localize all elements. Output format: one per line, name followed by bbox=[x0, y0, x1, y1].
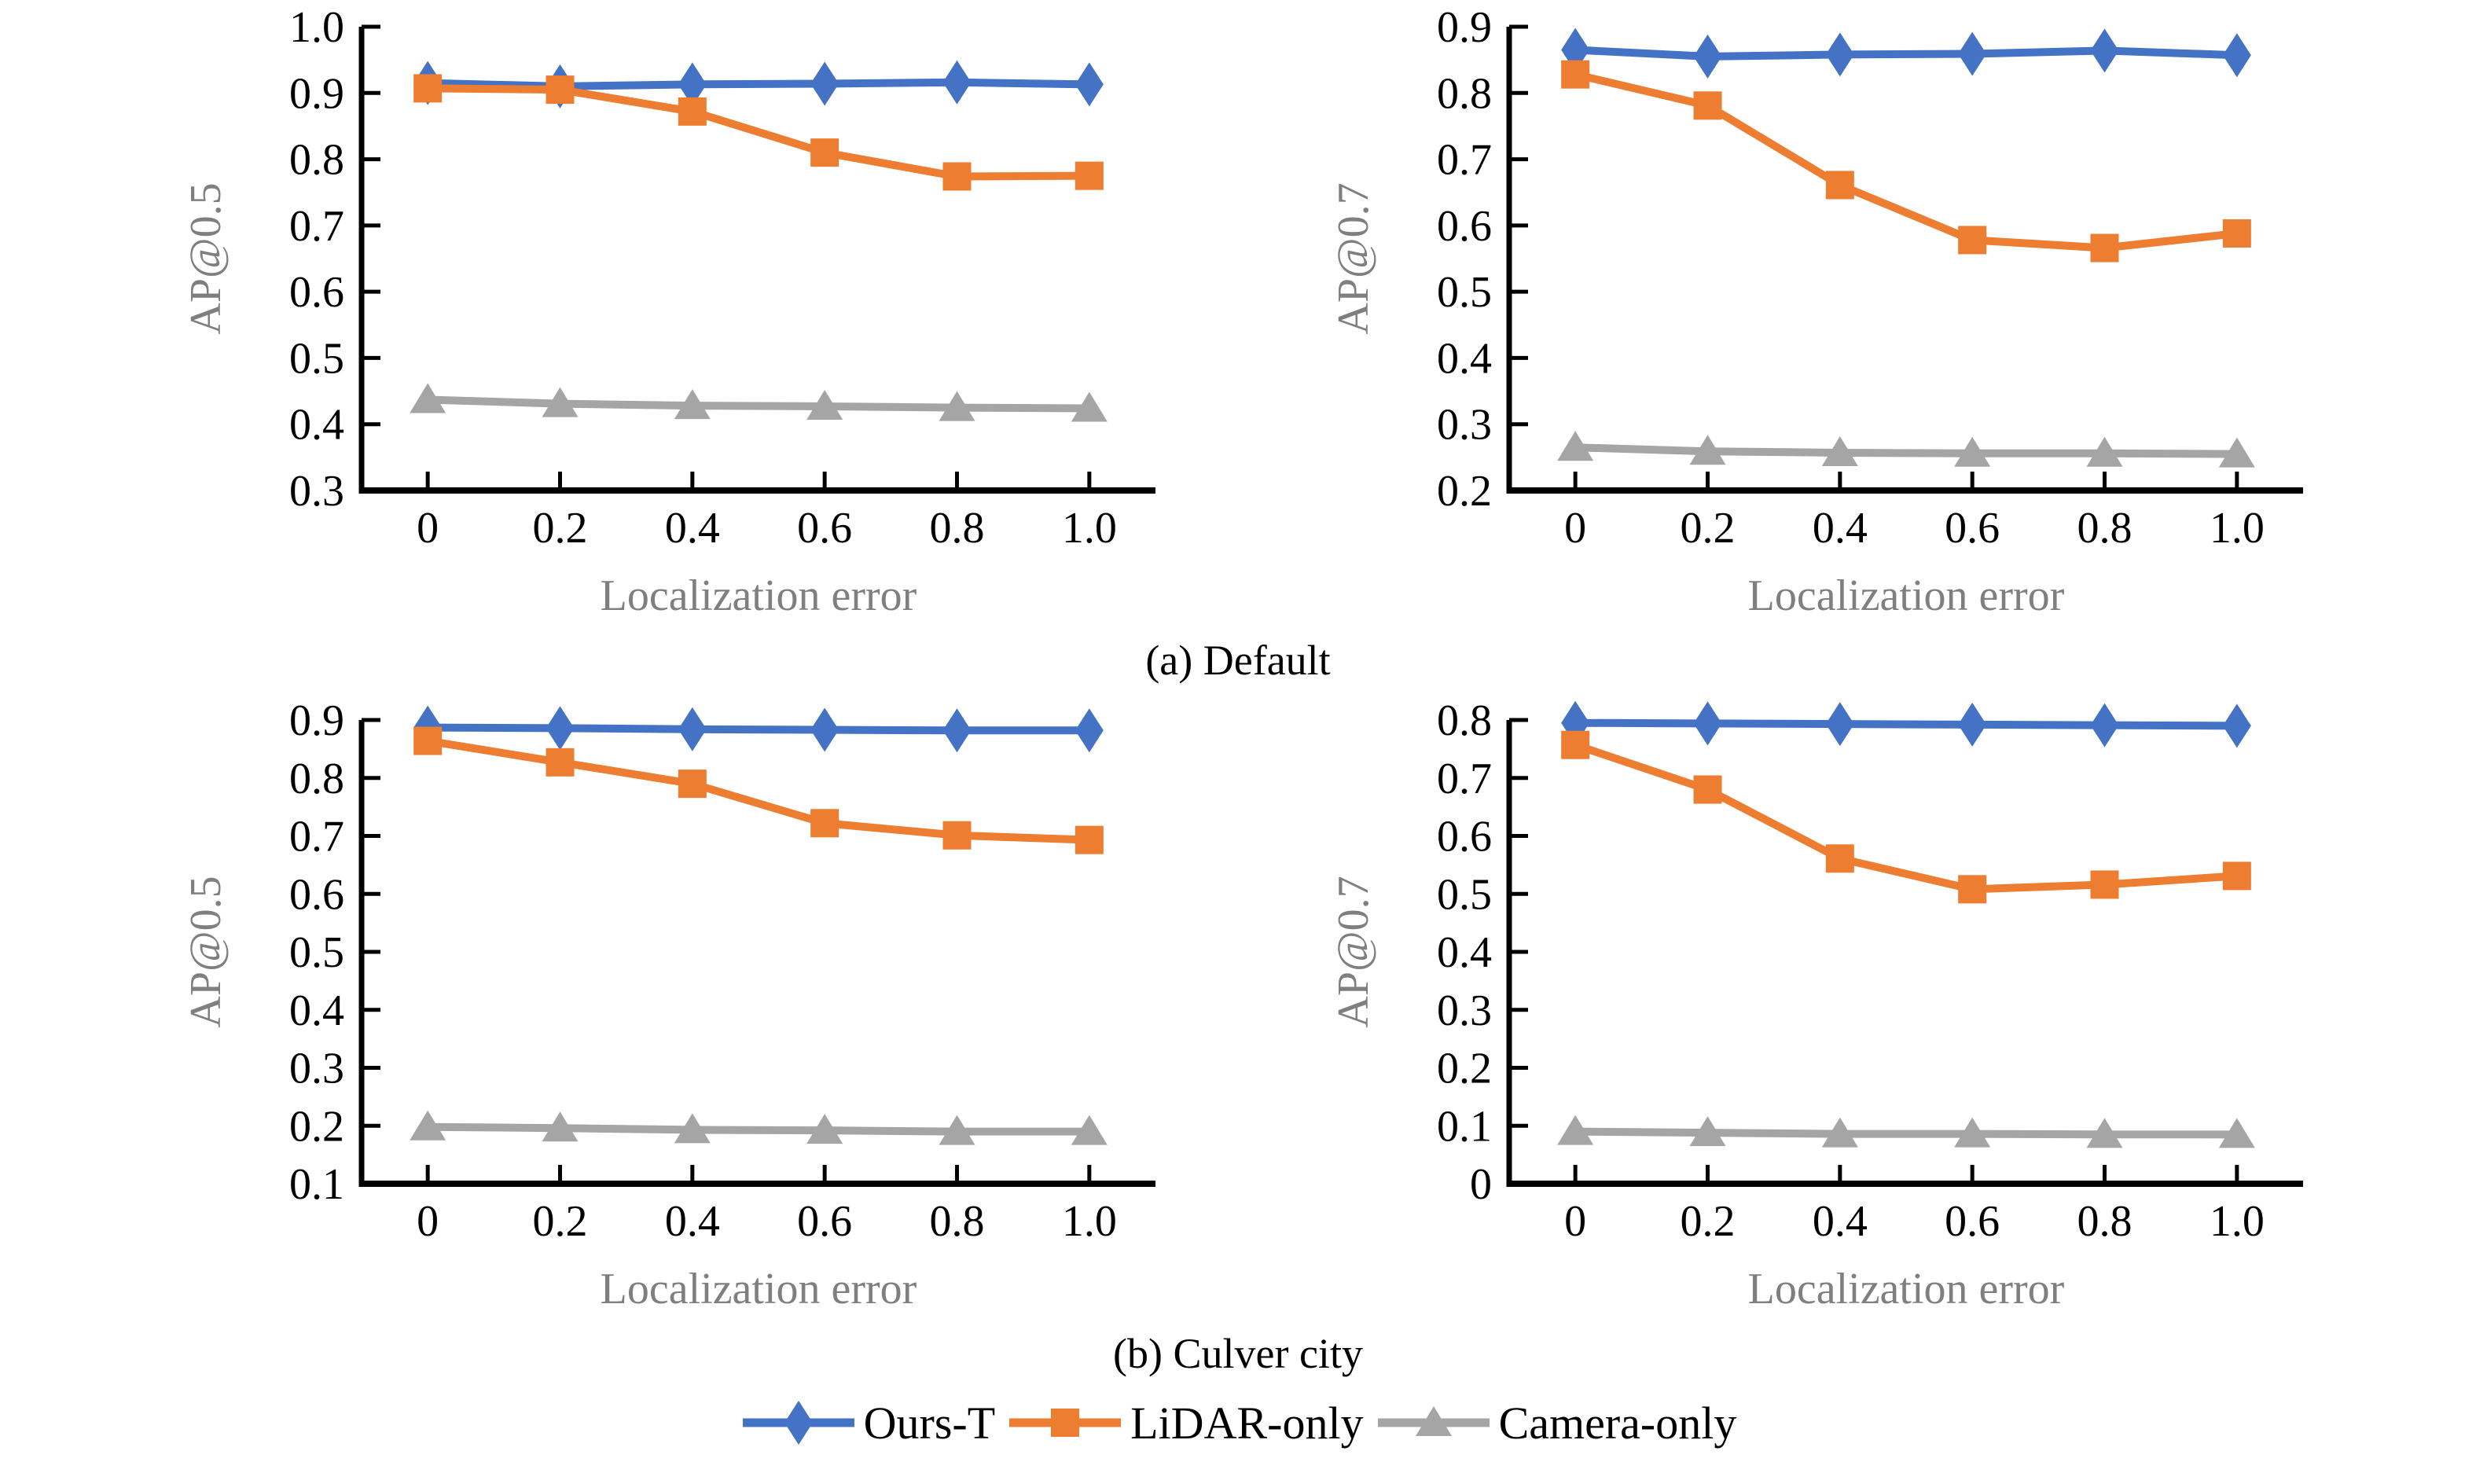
svg-text:0.3: 0.3 bbox=[1437, 986, 1492, 1035]
svg-text:0: 0 bbox=[1470, 1160, 1492, 1209]
svg-text:0.2: 0.2 bbox=[289, 1102, 344, 1151]
svg-text:0.8: 0.8 bbox=[2077, 504, 2133, 553]
svg-text:0.6: 0.6 bbox=[1437, 813, 1492, 861]
svg-text:0.2: 0.2 bbox=[1437, 467, 1492, 516]
svg-text:1.0: 1.0 bbox=[289, 3, 344, 52]
svg-text:0.2: 0.2 bbox=[1681, 1197, 1736, 1246]
svg-text:1.0: 1.0 bbox=[1062, 504, 1117, 553]
svg-text:AP@0.7: AP@0.7 bbox=[1329, 182, 1378, 334]
chart-default-ap05: 1.0 0.9 0.8 0.7 0.6 0.5 0.4 0.3 0 0.2 0.4 0.6 0.8 1.0… bbox=[182, 3, 1155, 620]
camera-only-triangle-marker-icon bbox=[1377, 1406, 1490, 1436]
svg-text:0.8: 0.8 bbox=[930, 504, 985, 553]
legend-item-ours-t: Ours-T bbox=[740, 1397, 996, 1449]
panel-b-row: 0.9 0.8 0.7 0.6 0.5 0.4 0.3 0.2 0.1 0 0.2 0.4 0.6 0.8… bbox=[157, 696, 2319, 1317]
svg-text:1.0: 1.0 bbox=[2210, 504, 2265, 553]
svg-text:0.3: 0.3 bbox=[1437, 401, 1492, 450]
svg-text:0.6: 0.6 bbox=[797, 504, 852, 553]
svg-text:0.7: 0.7 bbox=[1437, 136, 1492, 185]
svg-text:0: 0 bbox=[417, 1197, 439, 1246]
svg-text:Localization error: Localization error bbox=[601, 571, 917, 620]
svg-text:Localization error: Localization error bbox=[601, 1265, 917, 1313]
chart-culver-ap05: 0.9 0.8 0.7 0.6 0.5 0.4 0.3 0.2 0.1 0 0.2 0.4 0.6 0.8… bbox=[182, 696, 1155, 1313]
svg-text:0.9: 0.9 bbox=[1437, 3, 1492, 52]
svg-text:0.4: 0.4 bbox=[1437, 334, 1492, 383]
svg-text:0.9: 0.9 bbox=[289, 696, 344, 745]
svg-text:0.3: 0.3 bbox=[289, 467, 344, 516]
svg-text:0.4: 0.4 bbox=[289, 401, 344, 450]
chart-culver-ap07: 0.8 0.7 0.6 0.5 0.4 0.3 0.2 0.1 0 0 0.2 0.4 0.6 0.8 1.… bbox=[1329, 696, 2303, 1313]
svg-text:0.6: 0.6 bbox=[1945, 1197, 2000, 1246]
svg-text:0.5: 0.5 bbox=[1437, 268, 1492, 317]
caption-panel-a: (a) Default bbox=[1145, 637, 1331, 684]
svg-text:0.5: 0.5 bbox=[289, 928, 344, 977]
svg-text:Localization error: Localization error bbox=[1748, 571, 2065, 620]
svg-text:0.7: 0.7 bbox=[289, 813, 344, 861]
svg-text:0.8: 0.8 bbox=[930, 1197, 985, 1246]
legend: Ours-T LiDAR-only Camera-only bbox=[740, 1390, 1737, 1456]
svg-text:0: 0 bbox=[1564, 1197, 1586, 1246]
svg-text:0.2: 0.2 bbox=[533, 504, 588, 553]
legend-item-lidar-only: LiDAR-only bbox=[1006, 1397, 1364, 1449]
svg-text:0.2: 0.2 bbox=[1681, 504, 1736, 553]
svg-text:0.6: 0.6 bbox=[1437, 202, 1492, 251]
svg-text:AP@0.5: AP@0.5 bbox=[182, 182, 230, 334]
svg-text:0.7: 0.7 bbox=[289, 202, 344, 251]
svg-text:0.3: 0.3 bbox=[289, 1045, 344, 1093]
svg-text:0.6: 0.6 bbox=[289, 268, 344, 317]
svg-text:0.8: 0.8 bbox=[289, 136, 344, 185]
svg-text:1.0: 1.0 bbox=[2210, 1197, 2265, 1246]
legend-label-ours-t: Ours-T bbox=[863, 1397, 996, 1449]
svg-text:0.4: 0.4 bbox=[1813, 1197, 1868, 1246]
panel-a-row: 1.0 0.9 0.8 0.7 0.6 0.5 0.4 0.3 0 0.2 0.4 0.6 0.8 1.0… bbox=[157, 3, 2319, 624]
svg-text:0.6: 0.6 bbox=[1945, 504, 2000, 553]
svg-text:AP@0.7: AP@0.7 bbox=[1329, 876, 1378, 1027]
svg-text:AP@0.5: AP@0.5 bbox=[182, 876, 230, 1027]
svg-text:0: 0 bbox=[1564, 504, 1586, 553]
svg-text:0.8: 0.8 bbox=[289, 755, 344, 803]
svg-text:0.8: 0.8 bbox=[1437, 69, 1492, 118]
svg-text:0.1: 0.1 bbox=[1437, 1102, 1492, 1151]
svg-text:0.6: 0.6 bbox=[289, 870, 344, 919]
ours-t-diamond-marker-icon bbox=[742, 1401, 854, 1445]
svg-text:0.4: 0.4 bbox=[665, 1197, 720, 1246]
svg-text:0.5: 0.5 bbox=[1437, 870, 1492, 919]
svg-text:0.4: 0.4 bbox=[665, 504, 720, 553]
svg-text:0.7: 0.7 bbox=[1437, 755, 1492, 803]
svg-text:1.0: 1.0 bbox=[1062, 1197, 1117, 1246]
lidar-only-square-marker-icon bbox=[1009, 1409, 1122, 1437]
svg-text:0.2: 0.2 bbox=[1437, 1045, 1492, 1093]
svg-text:0.4: 0.4 bbox=[289, 986, 344, 1035]
svg-text:0.6: 0.6 bbox=[797, 1197, 852, 1246]
svg-text:0.8: 0.8 bbox=[2077, 1197, 2133, 1246]
svg-text:0.5: 0.5 bbox=[289, 334, 344, 383]
legend-label-lidar-only: LiDAR-only bbox=[1130, 1397, 1364, 1449]
legend-item-camera-only: Camera-only bbox=[1375, 1397, 1737, 1449]
svg-text:0.2: 0.2 bbox=[533, 1197, 588, 1246]
svg-text:Localization error: Localization error bbox=[1748, 1265, 2065, 1313]
svg-text:0.4: 0.4 bbox=[1813, 504, 1868, 553]
svg-text:0.8: 0.8 bbox=[1437, 696, 1492, 745]
svg-text:0.1: 0.1 bbox=[289, 1160, 344, 1209]
chart-default-ap07: 0.9 0.8 0.7 0.6 0.5 0.4 0.3 0.2 0 0.2 0.4 0.6 0.8 1.0… bbox=[1329, 3, 2303, 620]
caption-panel-b: (b) Culver city bbox=[1113, 1330, 1363, 1377]
svg-text:0.9: 0.9 bbox=[289, 69, 344, 118]
legend-label-camera-only: Camera-only bbox=[1498, 1397, 1737, 1449]
svg-text:0.4: 0.4 bbox=[1437, 928, 1492, 977]
svg-text:0: 0 bbox=[417, 504, 439, 553]
